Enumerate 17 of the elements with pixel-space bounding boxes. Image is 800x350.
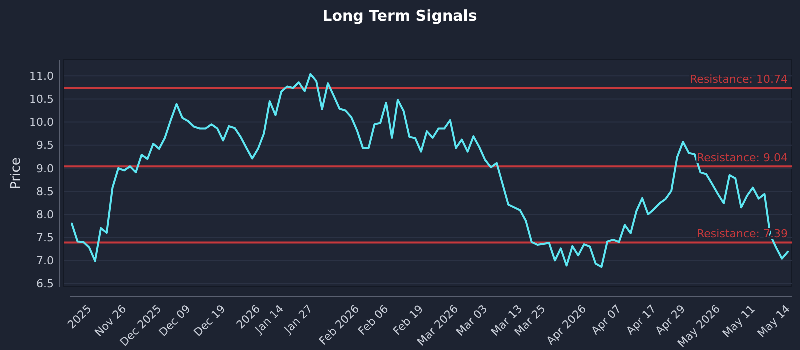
y-tick-label: 10.5 [30, 93, 54, 106]
ref-line-label: Resistance: 9.04 [697, 152, 788, 165]
line-series [71, 73, 789, 268]
y-tick-label: 7.5 [36, 231, 54, 244]
y-tick-label: 8.0 [36, 208, 54, 222]
y-tick-label: 6.5 [36, 278, 54, 291]
y-tick-label: 10.0 [30, 116, 54, 130]
y-axis-title: Price [9, 158, 24, 190]
ref-line-label: Resistance: 10.74 [690, 73, 788, 86]
y-tick-label: 9.5 [36, 139, 54, 152]
y-tick-label: 7.0 [36, 254, 54, 268]
x-tick-label: Apr 07 [589, 302, 624, 338]
y-tick-label: 9.0 [36, 162, 54, 176]
x-tick-label: Dec 19 [192, 302, 228, 340]
y-tick-label: 8.5 [36, 185, 54, 198]
y-tick-label: 11.0 [30, 70, 54, 83]
chart-title: Long Term Signals [322, 7, 478, 25]
